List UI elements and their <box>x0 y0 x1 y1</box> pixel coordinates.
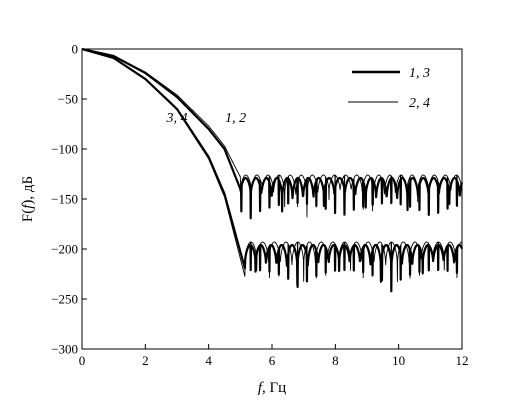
curve-label: 1, 2 <box>225 111 246 126</box>
y-axis-title: F(f), дБ <box>20 176 36 222</box>
series-line-s3 <box>81 47 464 293</box>
x-tick-label: 0 <box>79 353 86 368</box>
x-axis-title: f, Гц <box>258 380 286 396</box>
curves <box>81 47 464 293</box>
y-tick-label: −100 <box>51 142 78 157</box>
x-tick-label: 2 <box>142 353 149 368</box>
x-tick-label: 12 <box>456 353 469 368</box>
y-tick-label: −200 <box>51 242 78 257</box>
x-tick-label: 4 <box>205 353 212 368</box>
y-axis: 0 −50 −100 −150 −200 −250 −300 <box>51 42 87 357</box>
plot-frame <box>81 48 463 350</box>
x-tick-label: 6 <box>269 353 276 368</box>
series-line-s4 <box>81 48 463 282</box>
series-line-s1 <box>81 47 464 220</box>
y-tick-label: −50 <box>58 92 78 107</box>
y-tick-label: −250 <box>51 292 78 307</box>
series-line-s2 <box>81 48 463 218</box>
y-tick-label: −300 <box>51 342 78 357</box>
legend-label-1-3: 1, 3 <box>409 66 430 81</box>
curve-label: 3, 4 <box>166 111 188 126</box>
x-axis: 0 2 4 6 8 10 12 <box>79 344 469 368</box>
x-tick-label: 8 <box>332 353 339 368</box>
y-tick-label: 0 <box>72 42 79 57</box>
legend: 1, 3 2, 4 <box>348 66 430 111</box>
x-tick-label: 10 <box>392 353 405 368</box>
legend-label-2-4: 2, 4 <box>409 96 430 111</box>
y-tick-label: −150 <box>51 192 78 207</box>
curve-labels: 3, 4 1, 2 <box>166 111 247 126</box>
